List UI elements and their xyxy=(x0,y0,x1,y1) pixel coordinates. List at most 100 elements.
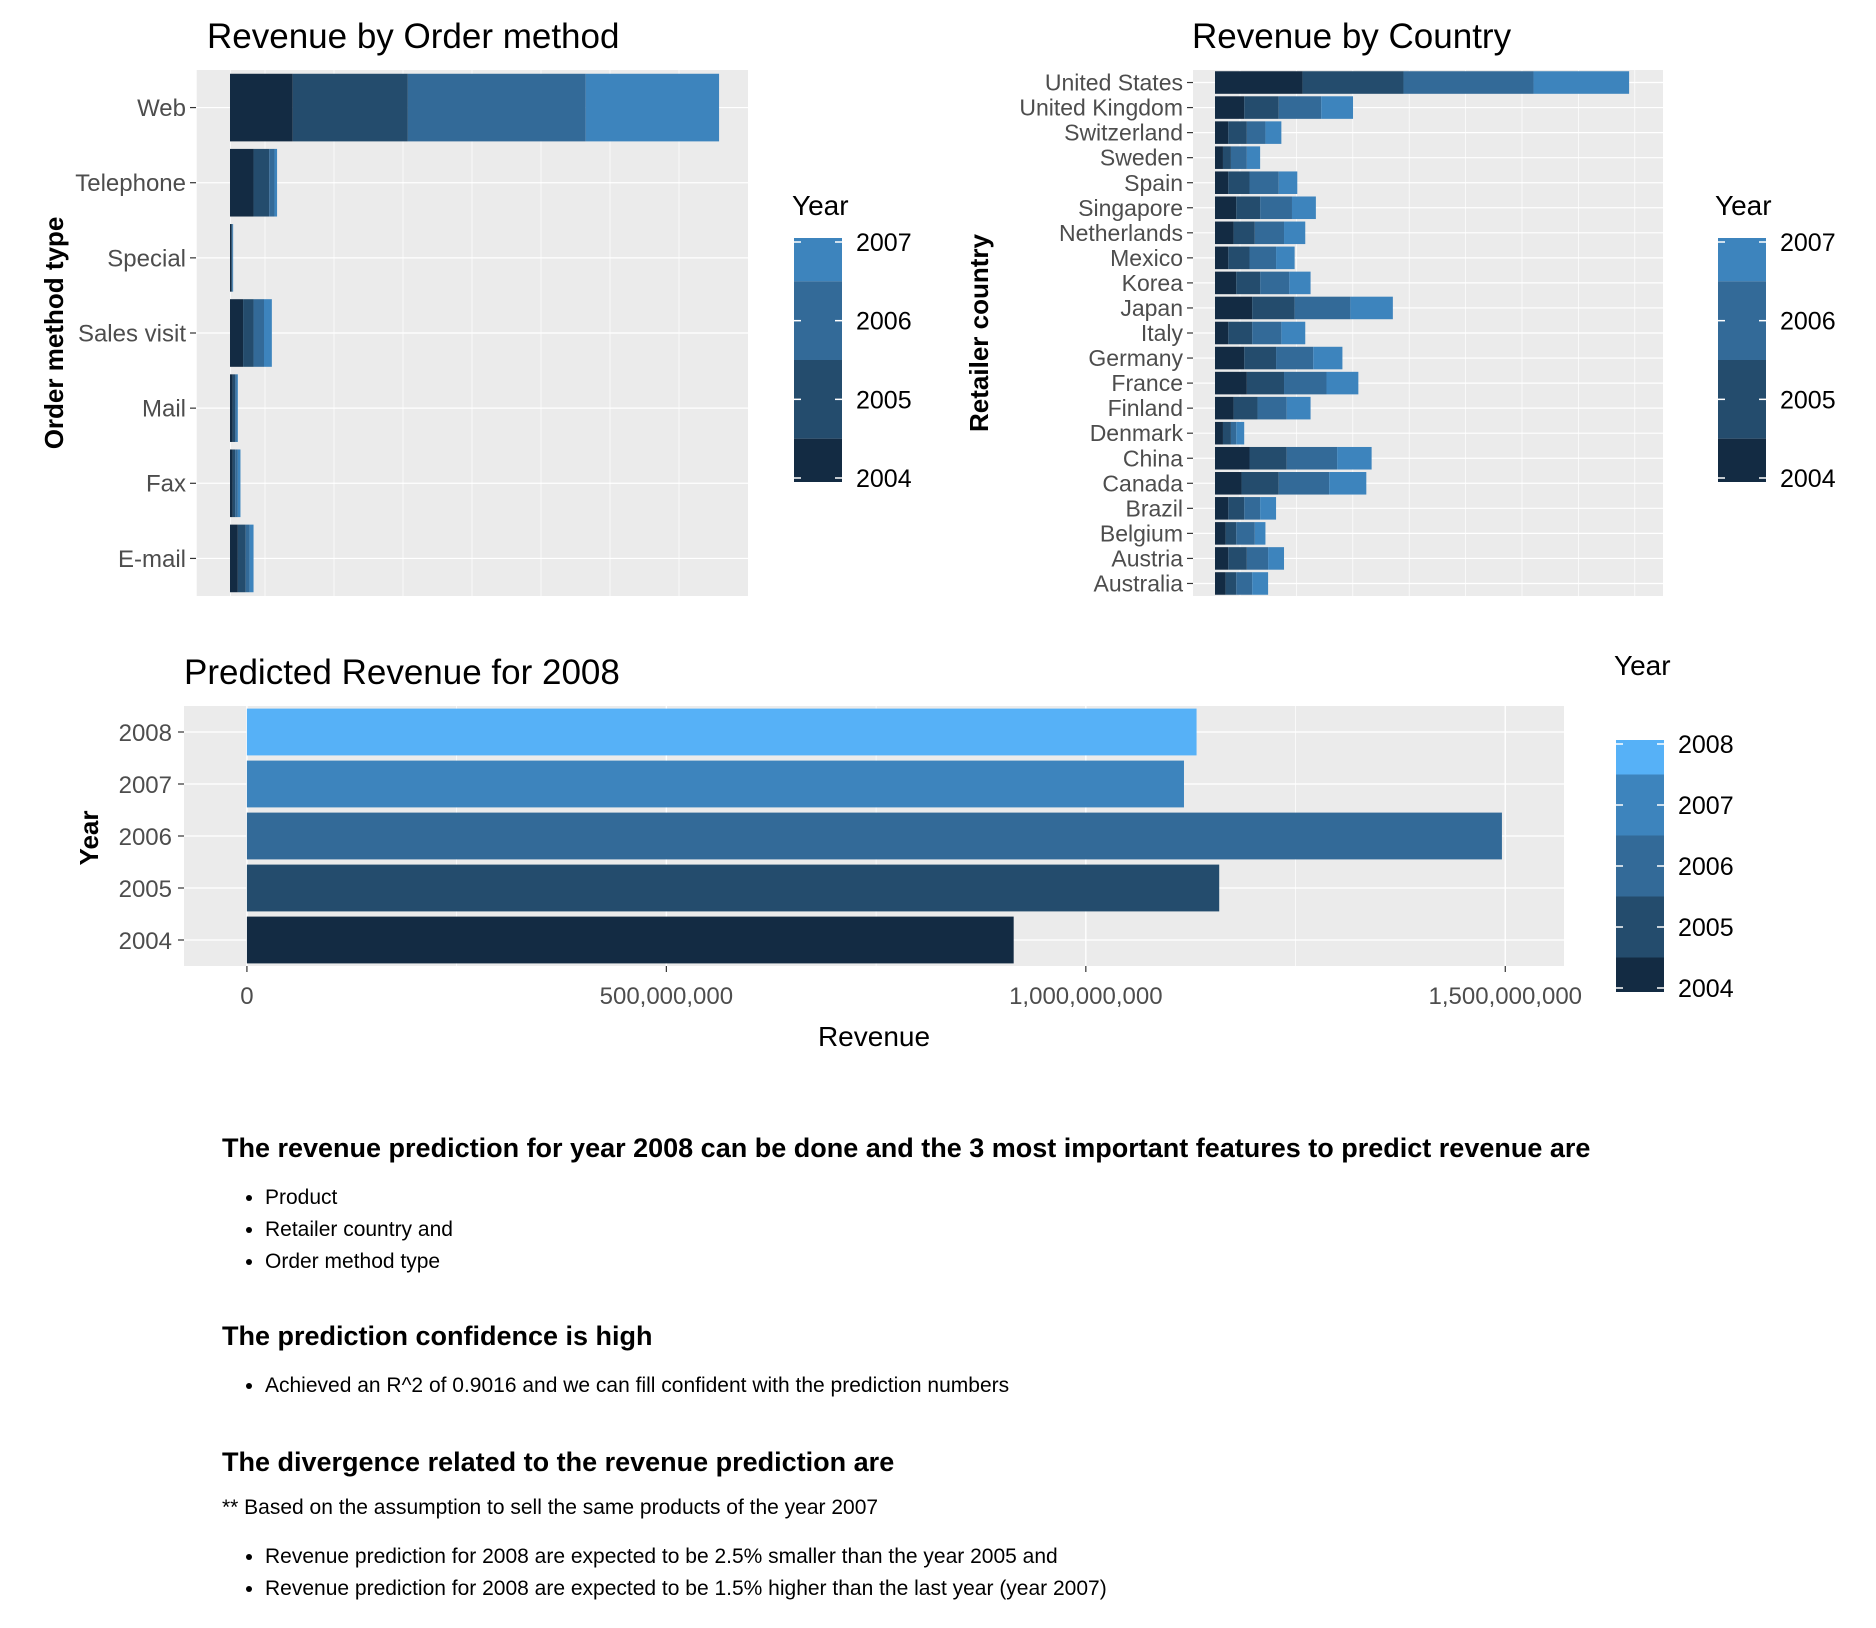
bar-segment-2007 xyxy=(1281,321,1306,345)
bar-segment-2005 xyxy=(237,524,246,593)
bar-segment-2005 xyxy=(1225,522,1237,545)
order-method-chart: Revenue by Order method Order method typ… xyxy=(39,17,912,596)
bar-segment-2005 xyxy=(1228,547,1247,570)
x-tick-label: 1,500,000,000 xyxy=(1429,983,1582,1010)
legend-label: 2007 xyxy=(856,229,912,257)
bar-segment-2004 xyxy=(1215,396,1234,420)
y-tick-label: France xyxy=(1111,370,1183,396)
y-tick-label: United States xyxy=(1045,70,1183,96)
bar-segment-2006 xyxy=(1278,96,1322,119)
y-tick-label: Mexico xyxy=(1110,245,1183,271)
legend-swatch-2008 xyxy=(1616,740,1664,775)
y-tick-label: Singapore xyxy=(1078,195,1183,221)
bar-segment-2005 xyxy=(1222,421,1231,445)
legend-swatch-2006 xyxy=(1718,281,1766,360)
y-tick-label: Belgium xyxy=(1100,520,1183,546)
bar-segment-2006 xyxy=(1257,396,1287,420)
bar-segment-2006 xyxy=(1244,497,1261,520)
y-tick-label: Japan xyxy=(1120,295,1183,321)
legend-swatch-2006 xyxy=(1616,835,1664,897)
legend-label: 2006 xyxy=(1780,308,1836,336)
y-tick-labels: 2004 2005 2006 2007 2008 xyxy=(119,720,184,955)
bar-segment-2007 xyxy=(1337,446,1372,470)
bar-segment-2006 xyxy=(1230,421,1237,445)
bar-segment-2006 xyxy=(407,73,586,142)
bar-segment-2005 xyxy=(1252,296,1295,320)
bar-segment-2005 xyxy=(1249,446,1287,470)
y-tick-label: Mail xyxy=(142,396,186,423)
chart-title: Revenue by Country xyxy=(1192,17,1512,56)
y-tick-label: Finland xyxy=(1108,395,1183,421)
y-tick-label: Special xyxy=(107,245,186,272)
y-tick-label: E-mail xyxy=(118,546,186,573)
y-tick-label: China xyxy=(1123,445,1183,471)
bar-segment-2005 xyxy=(1244,96,1279,119)
bar-segment-2006 xyxy=(235,449,238,518)
bar-segment-2006 xyxy=(1249,171,1279,194)
list-item: Order method type xyxy=(265,1246,453,1278)
bar-segment-2004 xyxy=(230,299,244,367)
divergence-heading: The divergence related to the revenue pr… xyxy=(222,1447,895,1477)
bar-segment-2004 xyxy=(1215,271,1237,295)
bar-segment-2005 xyxy=(1233,396,1258,420)
bar-segment-2006 xyxy=(1252,321,1282,345)
bar-segment-2007 xyxy=(237,449,241,518)
confidence-heading: The prediction confidence is high xyxy=(222,1321,653,1351)
y-tick-label: 2005 xyxy=(119,876,172,903)
bar-segment-2004 xyxy=(1215,146,1223,169)
bar-segment-2006 xyxy=(1276,346,1314,370)
legend-label: 2006 xyxy=(856,308,912,336)
bar-segment-2007 xyxy=(1329,472,1367,495)
bar-segment-2005 xyxy=(1246,371,1285,395)
bar-segment-2007 xyxy=(1289,271,1311,295)
predicted-revenue-chart: Predicted Revenue for 2008 Year Revenue … xyxy=(74,650,1734,1052)
legend-title: Year xyxy=(1614,650,1671,681)
bar-segment-2004 xyxy=(230,73,293,142)
bar-segment-2004 xyxy=(230,148,254,217)
legend-swatch-2007 xyxy=(1616,774,1664,836)
bar-segment-2006 xyxy=(1254,221,1285,245)
y-tick-label: Canada xyxy=(1102,470,1183,496)
legend-label: 2004 xyxy=(856,465,912,493)
y-tick-label: United Kingdom xyxy=(1019,95,1183,121)
assumption-note: ** Based on the assumption to sell the s… xyxy=(222,1496,879,1519)
bar-segment-2007 xyxy=(236,374,238,442)
bar-segment-2005 xyxy=(1236,271,1261,295)
bar-segment-2007 xyxy=(264,299,272,367)
chart-title: Revenue by Order method xyxy=(207,17,619,56)
list-item: Revenue prediction for 2008 are expected… xyxy=(265,1541,1107,1573)
legend-title: Year xyxy=(1715,190,1772,221)
bar-segment-2007 xyxy=(274,148,278,217)
bar-segment-2005 xyxy=(232,374,236,442)
bar-segment-2007 xyxy=(249,524,254,593)
bar-segment-2006 xyxy=(232,224,233,292)
bar-segment-2007 xyxy=(1246,146,1261,169)
bar-segment-2007 xyxy=(1313,346,1343,370)
bar-segment-2004 xyxy=(1215,346,1245,370)
bar-segment-2006 xyxy=(1403,71,1534,94)
x-axis-label: Revenue xyxy=(818,1021,930,1052)
bar-segment-2007 xyxy=(1236,421,1245,445)
bars xyxy=(230,73,720,593)
bar-segment-2004 xyxy=(230,224,232,292)
y-axis-label: Order method type xyxy=(39,217,69,450)
bar-segment-2007 xyxy=(1252,572,1269,595)
legend-swatch-2004 xyxy=(1616,957,1664,992)
bar-segment-2007 xyxy=(1286,396,1311,420)
chart-title: Predicted Revenue for 2008 xyxy=(184,653,620,692)
bar-2004 xyxy=(246,916,1014,964)
bar-segment-2005 xyxy=(1228,497,1245,520)
features-heading: The revenue prediction for year 2008 can… xyxy=(222,1133,1591,1163)
bar-segment-2005 xyxy=(1228,321,1253,345)
bar-2007 xyxy=(246,760,1184,808)
legend: 2007 2006 2005 2004 xyxy=(794,229,912,493)
bar-segment-2006 xyxy=(1230,146,1247,169)
y-axis-label: Year xyxy=(74,811,104,866)
bar-segment-2007 xyxy=(1350,296,1393,320)
bar-segment-2007 xyxy=(1265,121,1282,144)
y-tick-label: Spain xyxy=(1124,170,1183,196)
bar-segment-2004 xyxy=(1215,421,1223,445)
bar-segment-2004 xyxy=(230,374,233,442)
bar-segment-2006 xyxy=(253,299,264,367)
bar-segment-2007 xyxy=(1278,171,1298,194)
